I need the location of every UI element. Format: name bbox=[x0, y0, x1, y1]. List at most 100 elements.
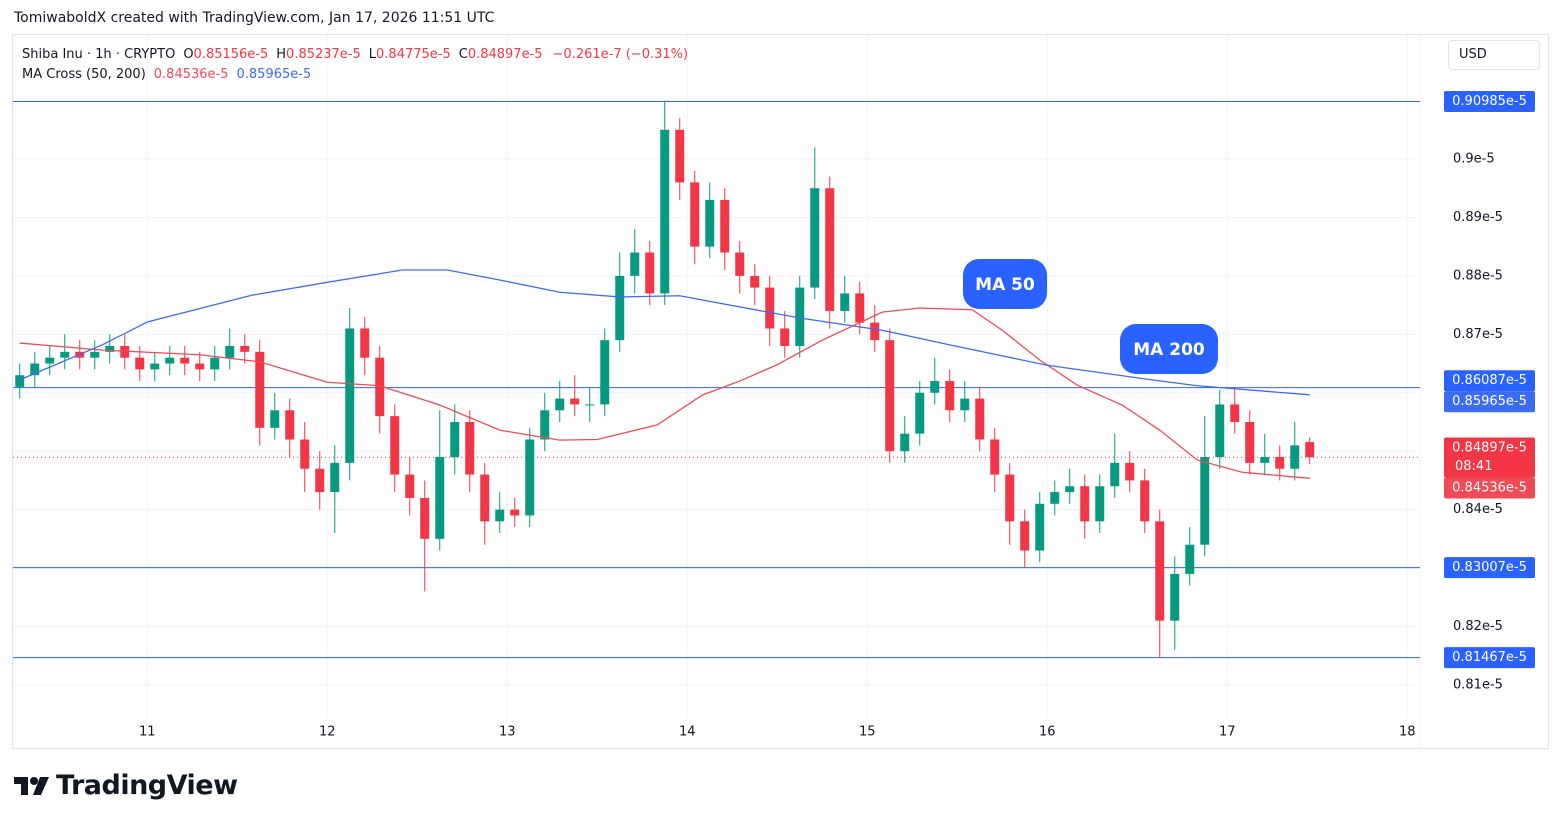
candle-body bbox=[900, 433, 910, 452]
price-label: 0.86087e-5 bbox=[1452, 373, 1527, 388]
candle-body bbox=[1230, 404, 1240, 422]
price-label: 0.90985e-5 bbox=[1452, 94, 1527, 109]
candle-body bbox=[480, 474, 490, 522]
price-label-box bbox=[1444, 557, 1535, 579]
x-tick-label: 17 bbox=[1219, 725, 1236, 740]
candle-body bbox=[915, 392, 925, 434]
candle-body bbox=[1170, 573, 1180, 621]
candle-body bbox=[1275, 457, 1285, 469]
candle-body bbox=[420, 497, 430, 539]
ohlc-key: C bbox=[458, 47, 468, 62]
price-label: 0.83007e-5 bbox=[1452, 560, 1527, 575]
candle-body bbox=[1035, 503, 1045, 551]
ma-line bbox=[19, 269, 1310, 396]
countdown: 08:41 bbox=[1455, 459, 1492, 474]
y-tick-label: 0.87e-5 bbox=[1453, 327, 1503, 342]
indicator: MA Cross (50, 200) bbox=[22, 67, 146, 82]
price-label-box bbox=[1444, 391, 1535, 413]
price-label-box bbox=[1444, 370, 1535, 392]
candle-body bbox=[600, 340, 610, 405]
candle-body bbox=[1215, 404, 1225, 458]
candle-body bbox=[795, 287, 805, 347]
candle-body bbox=[345, 328, 355, 463]
ohlc-key: L bbox=[368, 47, 377, 62]
x-tick-label: 16 bbox=[1039, 725, 1056, 740]
brand-name: TradingView bbox=[56, 770, 238, 801]
candle-body bbox=[135, 357, 145, 370]
candle-body bbox=[690, 182, 700, 247]
candle-body bbox=[555, 398, 565, 411]
candle-body bbox=[270, 410, 280, 428]
x-tick-label: 15 bbox=[859, 725, 876, 740]
price-label-box bbox=[1444, 437, 1535, 478]
y-tick-label: 0.84e-5 bbox=[1453, 502, 1503, 517]
candle-body bbox=[960, 398, 970, 411]
price-label: 0.81467e-5 bbox=[1452, 650, 1527, 665]
candle-body bbox=[240, 346, 250, 352]
candle-body bbox=[855, 293, 865, 323]
ohlc-value: 0.85237e-5 bbox=[286, 47, 361, 62]
candle-body bbox=[525, 439, 535, 516]
candle-body bbox=[615, 275, 625, 341]
candle-body bbox=[705, 199, 715, 247]
candle-body bbox=[15, 375, 25, 387]
price-label: 0.84536e-5 bbox=[1452, 481, 1527, 496]
x-tick-label: 14 bbox=[679, 725, 696, 740]
candle-body bbox=[105, 346, 115, 352]
chart-frame bbox=[12, 34, 1549, 749]
candle-body bbox=[330, 462, 340, 493]
candle-body bbox=[390, 416, 400, 475]
y-tick-label: 0.82e-5 bbox=[1453, 619, 1503, 634]
y-tick-label: 0.81e-5 bbox=[1453, 677, 1503, 692]
legend-line: MA Cross (50, 200) 0.84536e-5 0.85965e-5 bbox=[22, 65, 690, 85]
candle-body bbox=[180, 357, 190, 364]
candle-body bbox=[630, 252, 640, 276]
legend: Shiba Inu · 1h · CRYPTO O0.85156e-5 H0.852… bbox=[22, 45, 690, 85]
candle-body bbox=[1005, 474, 1015, 522]
candle-body bbox=[1305, 442, 1315, 458]
attribution: TomiwaboldX created with TradingView.com… bbox=[14, 10, 495, 26]
candle-body bbox=[570, 398, 580, 405]
candle-body bbox=[1050, 492, 1060, 504]
candle-body bbox=[90, 351, 100, 358]
candle-body bbox=[30, 363, 40, 376]
ohlc-key: H bbox=[276, 47, 287, 62]
candle-body bbox=[435, 457, 445, 539]
candle-body bbox=[660, 129, 670, 294]
candle-body bbox=[990, 439, 1000, 475]
candle-body bbox=[1020, 521, 1030, 551]
candle-body bbox=[300, 439, 310, 469]
candle-body bbox=[885, 340, 895, 452]
candle-body bbox=[510, 509, 520, 516]
ohlc-value: 0.84775e-5 bbox=[376, 47, 451, 62]
candle-body bbox=[1245, 421, 1255, 463]
candle-body bbox=[255, 351, 265, 428]
candle-body bbox=[840, 293, 850, 311]
candle-body bbox=[720, 199, 730, 253]
candle-body bbox=[765, 287, 775, 329]
candle-body bbox=[645, 252, 655, 294]
candle-body bbox=[375, 357, 385, 417]
indicator-value: 0.85965e-5 bbox=[236, 67, 312, 82]
candle-body bbox=[465, 421, 475, 475]
currency-button[interactable]: USD bbox=[1448, 40, 1540, 70]
candle-body bbox=[1080, 486, 1090, 522]
brand-logo bbox=[14, 776, 49, 795]
candle-body bbox=[1155, 521, 1165, 621]
y-tick-label: 0.9e-5 bbox=[1453, 152, 1495, 167]
ma-line bbox=[19, 307, 1310, 479]
candle-body bbox=[1110, 462, 1120, 487]
candle-body bbox=[1095, 486, 1105, 522]
candle-body bbox=[1125, 462, 1135, 481]
candle-body bbox=[405, 474, 415, 498]
annotation-text: MA 50 bbox=[975, 275, 1035, 295]
candle-body bbox=[735, 252, 745, 276]
candle-body bbox=[750, 275, 760, 288]
candle-body bbox=[1140, 480, 1150, 522]
candle-body bbox=[225, 346, 235, 358]
candle-body bbox=[1290, 445, 1300, 469]
ohlc-value: 0.85156e-5 bbox=[193, 47, 269, 62]
annotation-bubble bbox=[1120, 324, 1218, 374]
